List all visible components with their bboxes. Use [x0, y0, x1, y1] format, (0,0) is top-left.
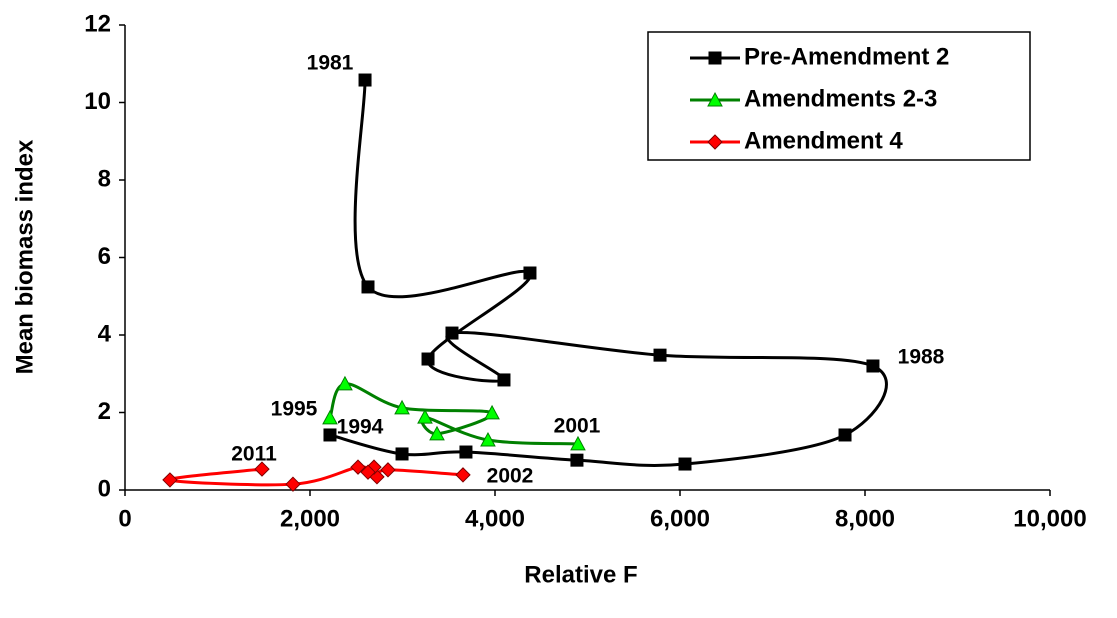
x-tick-label: 6,000	[650, 505, 710, 532]
y-tick-label: 10	[84, 88, 111, 115]
y-axis-label: Mean biomass index	[11, 139, 38, 374]
annotation: 1995	[271, 398, 318, 421]
annotation: 1981	[307, 52, 354, 75]
marker	[350, 459, 366, 475]
legend-marker	[707, 91, 723, 107]
marker	[838, 428, 852, 442]
marker	[429, 425, 445, 441]
y-tick-label: 6	[98, 243, 111, 270]
marker	[322, 409, 338, 425]
marker	[497, 373, 511, 387]
marker	[678, 457, 692, 471]
marker	[361, 280, 375, 294]
marker	[358, 73, 372, 87]
marker	[866, 359, 880, 373]
legend-label: Pre-Amendment 2	[744, 43, 949, 70]
annotation: 1988	[898, 346, 945, 369]
y-tick-label: 8	[98, 165, 111, 192]
marker	[570, 435, 586, 451]
marker	[459, 445, 473, 459]
y-tick-label: 2	[98, 398, 111, 425]
marker	[394, 399, 410, 415]
legend-label: Amendment 4	[744, 127, 903, 154]
marker	[421, 352, 435, 366]
annotation: 2002	[487, 465, 534, 488]
marker	[380, 462, 396, 478]
marker	[360, 464, 376, 480]
marker	[523, 266, 537, 280]
marker	[445, 326, 459, 340]
marker	[455, 467, 471, 483]
legend-label: Amendments 2-3	[744, 85, 937, 112]
x-tick-label: 4,000	[465, 505, 525, 532]
marker	[254, 461, 270, 477]
annotation: 2001	[554, 415, 601, 438]
marker	[653, 348, 667, 362]
marker	[395, 447, 409, 461]
marker	[323, 428, 337, 442]
legend-marker	[708, 51, 722, 65]
marker	[337, 375, 353, 391]
legend-marker	[707, 134, 723, 150]
y-tick-label: 12	[84, 10, 111, 37]
x-tick-label: 2,000	[280, 505, 340, 532]
x-tick-label: 8,000	[835, 505, 895, 532]
marker	[417, 409, 433, 424]
marker	[285, 476, 301, 492]
series-line	[168, 465, 464, 487]
marker	[480, 431, 496, 447]
annotation: 1994	[337, 416, 384, 439]
annotation: 2011	[231, 443, 277, 466]
marker	[162, 472, 178, 488]
x-tick-label: 10,000	[1013, 505, 1086, 532]
x-axis-label: Relative F	[524, 561, 637, 588]
y-tick-label: 0	[98, 475, 111, 502]
marker	[570, 453, 584, 467]
marker	[484, 404, 500, 420]
x-tick-label: 0	[118, 505, 131, 532]
y-tick-label: 4	[98, 320, 112, 347]
